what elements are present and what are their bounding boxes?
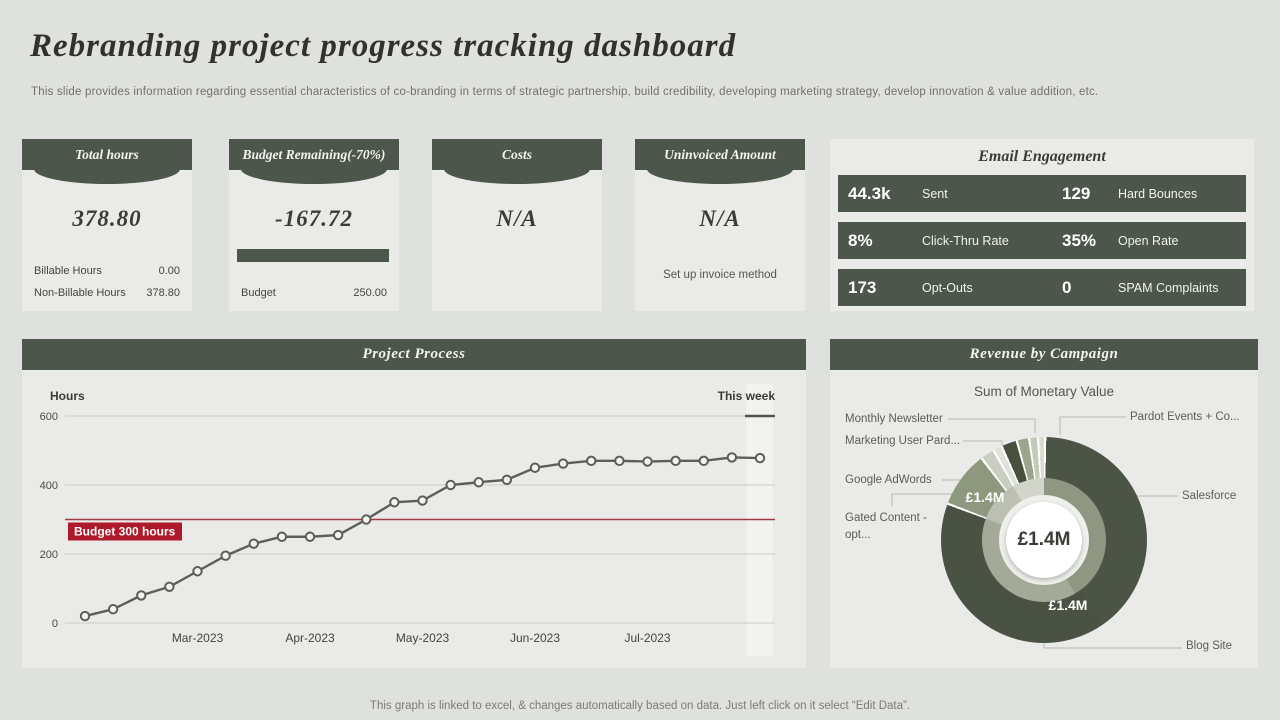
kpi-detail-rows: Billable Hours 0.00 Non-Billable Hours 3… — [34, 255, 180, 299]
svg-text:200: 200 — [40, 549, 58, 561]
budget-progress-bar — [237, 249, 389, 262]
revenue-by-campaign-panel: Revenue by Campaign Sum of Monetary Valu… — [830, 339, 1258, 668]
donut-label-google-adwords: Google AdWords — [845, 474, 932, 486]
row-value: 378.80 — [146, 287, 180, 299]
kpi-card-header: Costs — [432, 139, 602, 170]
opt-outs-label: Opt-Outs — [922, 280, 973, 295]
revenue-donut-chart[interactable] — [941, 437, 1147, 643]
page-footer-note: This graph is linked to excel, & changes… — [369, 700, 911, 712]
kpi-card-header: Total hours — [22, 139, 192, 170]
kpi-card-total-hours: Total hours 378.80 Billable Hours 0.00 N… — [22, 139, 192, 311]
panel-title: Project Process — [362, 346, 466, 362]
costs-value: N/A — [496, 206, 538, 231]
opt-outs-value: 173 — [848, 277, 877, 297]
project-process-header: Project Process — [22, 339, 806, 370]
svg-text:Mar-2023: Mar-2023 — [172, 631, 224, 645]
hard-bounces-value: 129 — [1062, 183, 1091, 203]
click-thru-value: 8% — [848, 230, 873, 250]
kpi-title: Costs — [501, 146, 532, 162]
revenue-donut-area: Sum of Monetary Value £1.4M — [830, 370, 1258, 668]
spam-complaints-label: SPAM Complaints — [1118, 280, 1219, 295]
donut-label-pardot-events: Pardot Events + Co... — [1130, 411, 1240, 423]
donut-label-gated-content: Gated Content - opt... — [845, 512, 927, 542]
budget-row: Budget 250.00 — [241, 287, 387, 299]
svg-text:400: 400 — [40, 480, 58, 492]
donut-center-value: £1.4M — [1017, 529, 1071, 550]
budget-remaining-value: -167.72 — [275, 206, 353, 231]
setup-invoice-note: Set up invoice method — [663, 269, 777, 281]
svg-text:Jul-2023: Jul-2023 — [624, 631, 670, 645]
kpi-title: Total hours — [75, 146, 139, 162]
slice-value-label: £1.4M — [965, 489, 1005, 505]
kpi-card-budget-remaining: Budget Remaining(-70%) -167.72 Budget 25… — [229, 139, 399, 311]
row-label: Non-Billable Hours — [34, 287, 126, 299]
kpi-title: Uninvoiced Amount — [664, 146, 776, 162]
kpi-title: Budget Remaining(-70%) — [242, 146, 386, 162]
kpi-card-header: Budget Remaining(-70%) — [229, 139, 399, 170]
sent-value: 44.3k — [848, 183, 891, 203]
slice-value-label: £1.4M — [1048, 597, 1088, 613]
svg-text:Jun-2023: Jun-2023 — [510, 631, 560, 645]
email-engagement-panel: Email Engagement 44.3k Sent 129 Hard Bou… — [830, 139, 1254, 311]
header-bulge-decoration — [33, 169, 181, 184]
page-title: Rebranding project progress tracking das… — [30, 28, 737, 64]
uninvoiced-value: N/A — [699, 206, 741, 231]
row-label: Billable Hours — [34, 265, 102, 277]
project-process-panel: Project Process 0 200 400 600 Budget 300 hou… — [22, 339, 806, 668]
sent-label: Sent — [922, 186, 948, 201]
email-engagement-title: Email Engagement — [978, 148, 1106, 165]
row-label: Budget — [241, 287, 276, 299]
donut-label-salesforce: Salesforce — [1182, 490, 1237, 502]
donut-center-hole — [1006, 502, 1082, 578]
svg-text:Budget 300 hours: Budget 300 hours — [74, 525, 176, 539]
row-value: 250.00 — [353, 287, 387, 299]
open-rate-value: 35% — [1062, 230, 1097, 250]
total-hours-value: 378.80 — [72, 206, 142, 231]
email-row-sent-bounces: 44.3k Sent 129 Hard Bounces — [838, 175, 1246, 212]
donut-label-blog-site: Blog Site — [1186, 640, 1233, 652]
project-process-chart[interactable]: 0 200 400 600 Budget 300 hours Mar-2023 Apr-20… — [22, 370, 806, 668]
donut-chart-subtitle: Sum of Monetary Value — [973, 384, 1115, 399]
header-bulge-decoration — [443, 169, 591, 184]
donut-label-monthly-newsletter: Monthly Newsletter — [845, 413, 943, 425]
header-bulge-decoration — [646, 169, 794, 184]
spam-complaints-value: 0 — [1062, 277, 1072, 297]
row-value: 0.00 — [158, 265, 180, 277]
kpi-card-header: Uninvoiced Amount — [635, 139, 805, 170]
svg-text:May-2023: May-2023 — [396, 631, 450, 645]
panel-title: Revenue by Campaign — [969, 346, 1119, 362]
billable-hours-row: Billable Hours 0.00 — [34, 265, 180, 277]
kpi-card-uninvoiced-amount: Uninvoiced Amount N/A Set up invoice met… — [635, 139, 805, 311]
email-row-optouts-spam: 173 Opt-Outs 0 SPAM Complaints — [838, 269, 1246, 306]
click-thru-label: Click-Thru Rate — [922, 233, 1009, 248]
header-bulge-decoration — [240, 169, 388, 184]
email-metric-rows: 44.3k Sent 129 Hard Bounces 8% Click-Thr… — [838, 175, 1246, 316]
kpi-detail-rows: Budget 250.00 — [241, 277, 387, 299]
page-subtitle: This slide provides information regardin… — [31, 86, 1099, 98]
donut-label-marketing-user-pardot: Marketing User Pard... — [845, 435, 961, 447]
hard-bounces-label: Hard Bounces — [1118, 186, 1198, 201]
svg-text:Apr-2023: Apr-2023 — [285, 631, 335, 645]
svg-text:This week: This week — [718, 389, 776, 403]
non-billable-hours-row: Non-Billable Hours 378.80 — [34, 287, 180, 299]
svg-text:Hours: Hours — [50, 389, 85, 403]
svg-text:600: 600 — [40, 411, 58, 423]
hours-line-chart[interactable]: 0 200 400 600 Budget 300 hours Mar-2023 Apr-20… — [22, 370, 806, 668]
open-rate-label: Open Rate — [1118, 233, 1179, 248]
revenue-by-campaign-header: Revenue by Campaign — [830, 339, 1258, 370]
kpi-card-costs: Costs N/A — [432, 139, 602, 311]
email-row-rates: 8% Click-Thru Rate 35% Open Rate — [838, 222, 1246, 259]
svg-text:0: 0 — [52, 618, 58, 630]
